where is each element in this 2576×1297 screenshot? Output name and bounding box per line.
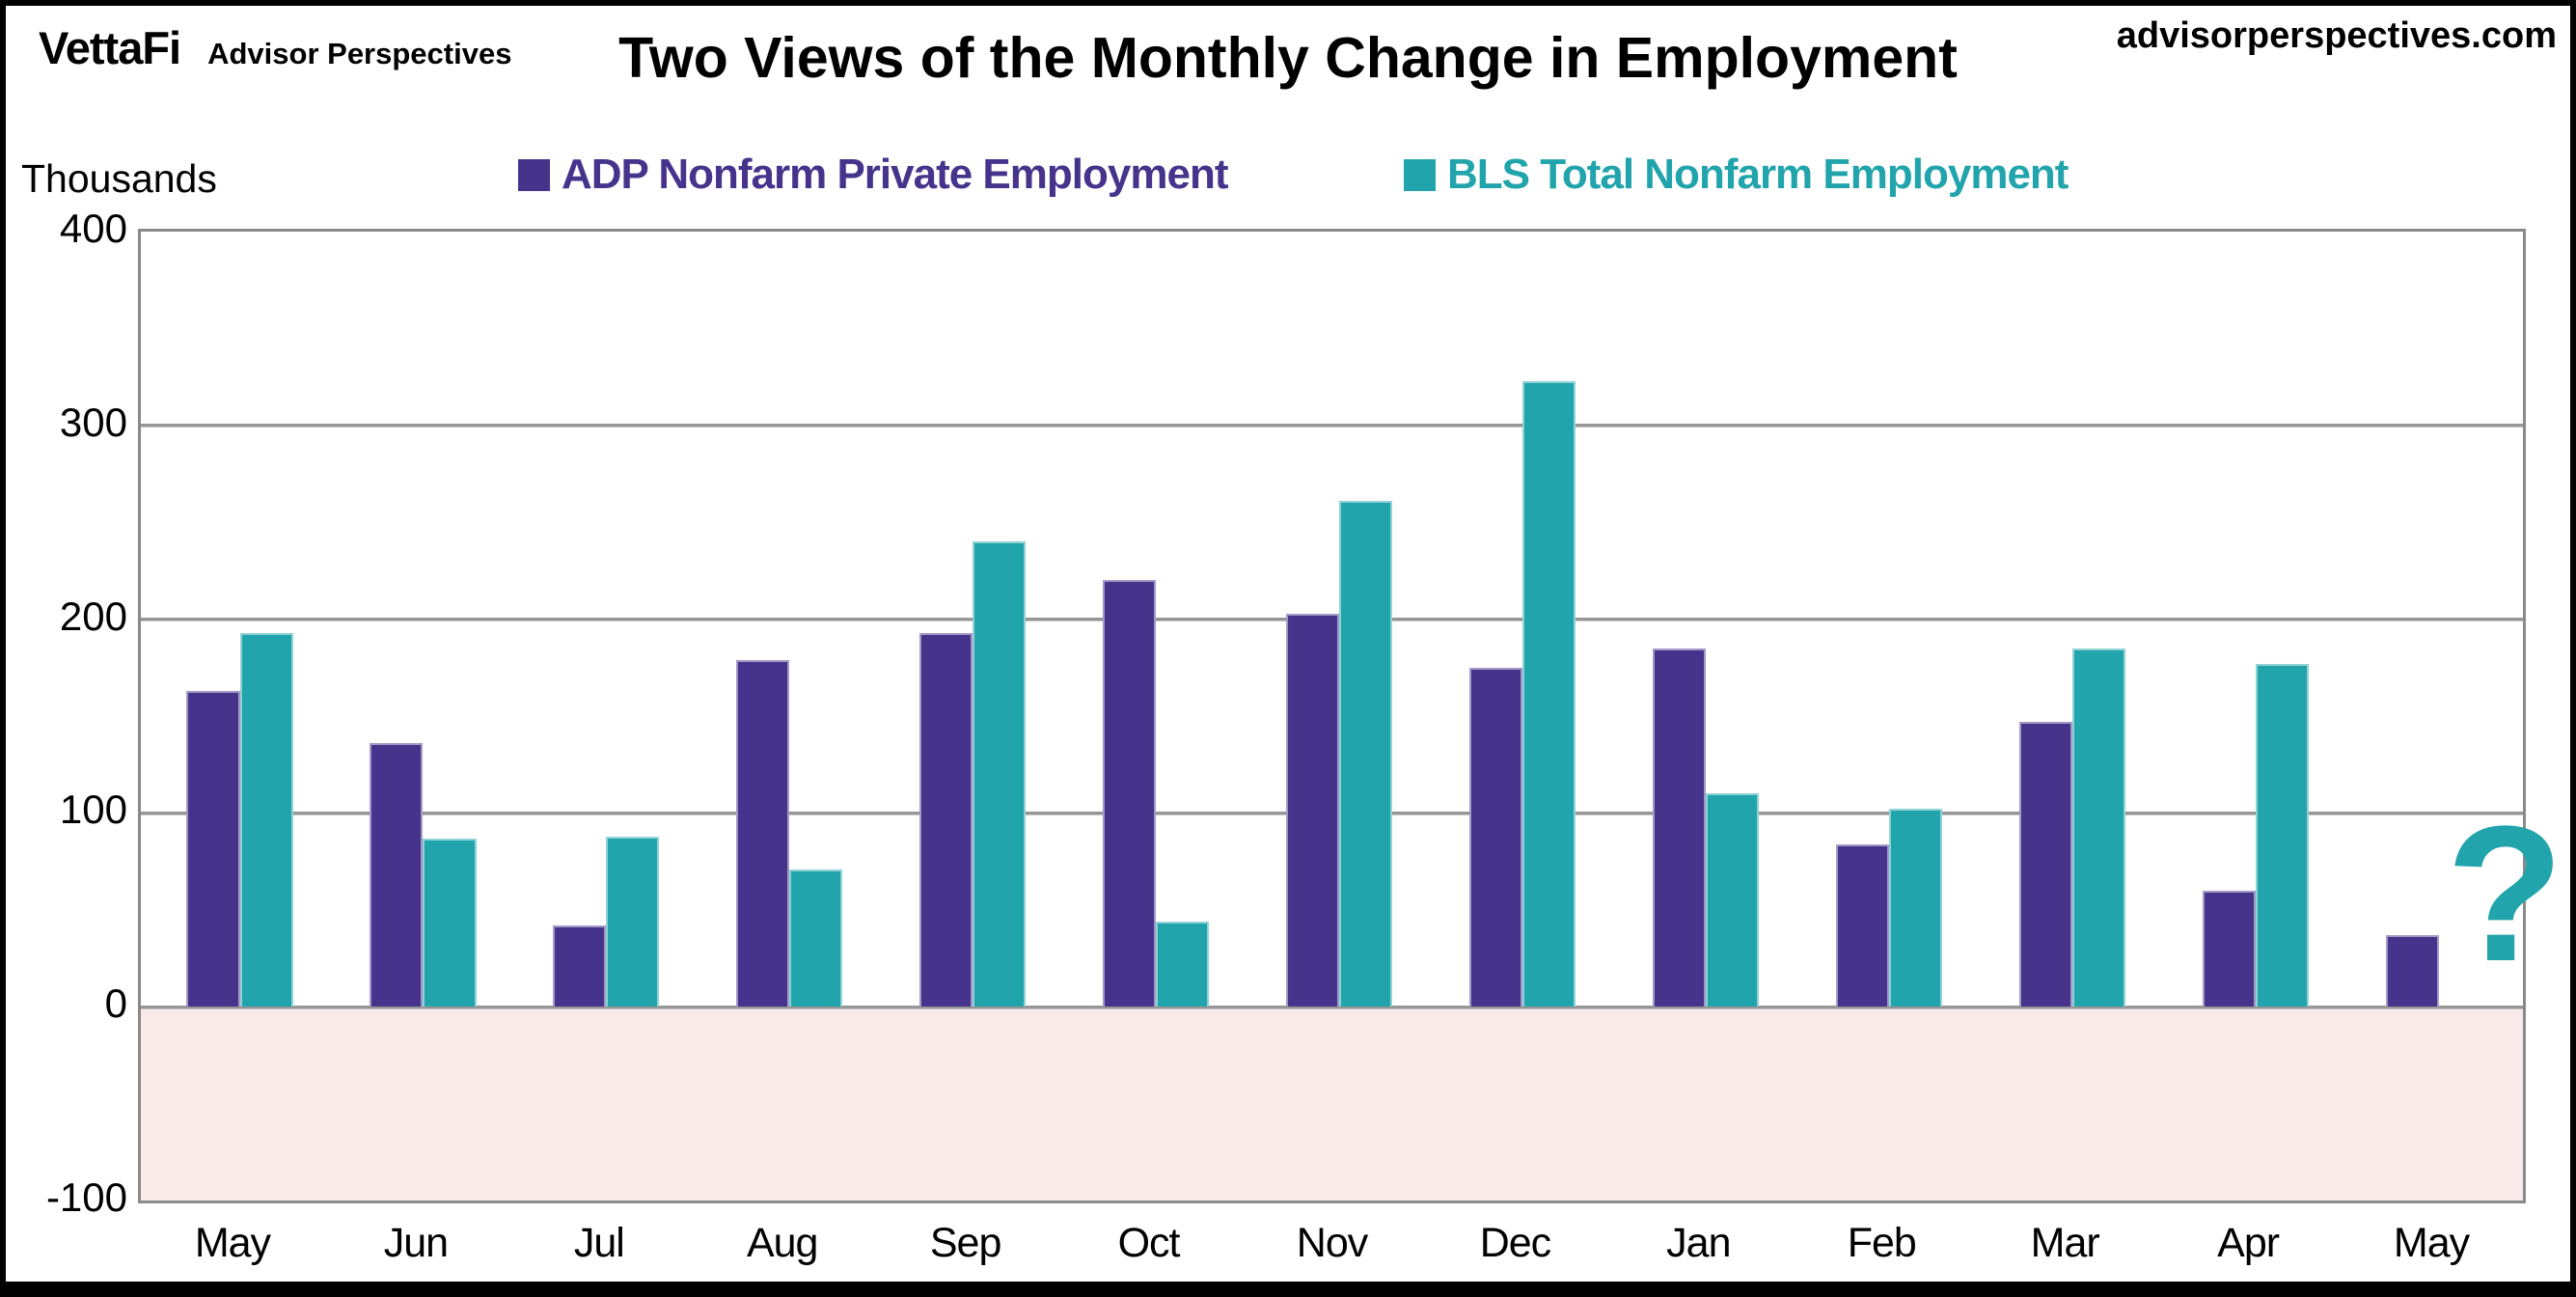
legend-item-bls: BLS Total Nonfarm Employment <box>1404 151 2069 199</box>
site-url-text: advisorperspectives.com <box>2116 15 2557 56</box>
y-axis-tick-label-200: 200 <box>59 593 127 639</box>
legend-label-adp: ADP Nonfarm Private Employment <box>562 151 1228 198</box>
x-axis-label-feb-9: Feb <box>1847 1220 1917 1266</box>
chart-title: Two Views of the Monthly Change in Emplo… <box>618 26 1958 90</box>
vettafi-logo-text: VettaFi <box>39 22 181 73</box>
x-axis-label-jun-1: Jun <box>383 1220 449 1266</box>
x-axis-label-sep-4: Sep <box>929 1220 1002 1266</box>
bar-bls-nov-6 <box>1339 501 1393 1007</box>
bar-adp-jul-2 <box>553 924 607 1007</box>
bar-adp-may-12 <box>2385 934 2439 1007</box>
gridline-300 <box>141 424 2523 428</box>
bar-bls-feb-9 <box>1888 809 1942 1007</box>
bar-bls-may-0 <box>239 632 293 1007</box>
bar-adp-apr-11 <box>2202 890 2256 1007</box>
x-axis-label-dec-7: Dec <box>1479 1220 1551 1266</box>
x-axis-label-mar-10: Mar <box>2030 1220 2100 1266</box>
y-axis-tick-label-100: 100 <box>59 786 127 833</box>
bar-bls-oct-5 <box>1156 921 1210 1007</box>
bar-adp-jun-1 <box>370 743 424 1007</box>
x-axis-label-jul-2: Jul <box>573 1220 625 1266</box>
bar-adp-oct-5 <box>1103 580 1157 1007</box>
vettafi-logo: VettaFi Advisor Perspectives <box>39 21 511 74</box>
x-axis-label-jan-8: Jan <box>1666 1220 1731 1266</box>
legend-label-bls: BLS Total Nonfarm Employment <box>1447 151 2069 198</box>
bar-adp-jan-8 <box>1652 648 1706 1007</box>
x-axis-label-oct-5: Oct <box>1117 1220 1181 1266</box>
legend-swatch-adp-icon <box>518 158 550 191</box>
y-axis-unit-label: Thousands <box>21 156 217 201</box>
y-axis-tick-label-400: 400 <box>59 206 127 251</box>
advisor-perspectives-logo-text: Advisor Perspectives <box>207 37 512 70</box>
bar-bls-aug-3 <box>789 869 843 1007</box>
bar-bls-sep-4 <box>973 541 1027 1007</box>
y-axis-tick-label--100: -100 <box>45 1174 127 1220</box>
missing-data-question-mark-bls-may-12: ? <box>2446 786 2564 1003</box>
y-axis-tick-label-300: 300 <box>59 399 127 445</box>
plot-area: ? <box>138 229 2563 1203</box>
bar-bls-jul-2 <box>606 836 660 1007</box>
x-axis-label-aug-3: Aug <box>746 1220 819 1266</box>
x-axis-label-nov-6: Nov <box>1296 1220 1368 1266</box>
bar-adp-aug-3 <box>736 659 790 1007</box>
bar-bls-jan-8 <box>1705 793 1759 1007</box>
x-axis-label-may-0: May <box>194 1220 271 1266</box>
legend-swatch-bls-icon <box>1404 158 1436 191</box>
bar-adp-mar-10 <box>2018 722 2072 1007</box>
y-axis-tick-label-0: 0 <box>104 980 127 1027</box>
bar-bls-jun-1 <box>423 838 477 1007</box>
bar-adp-dec-7 <box>1468 667 1522 1007</box>
bar-adp-sep-4 <box>919 632 973 1007</box>
negative-region <box>141 1007 2523 1200</box>
legend-item-adp: ADP Nonfarm Private Employment <box>518 151 1228 199</box>
bar-adp-may-0 <box>186 690 240 1007</box>
x-axis-label-apr-11: Apr <box>2217 1220 2280 1266</box>
bar-adp-feb-9 <box>1835 843 1889 1007</box>
x-axis-label-may-12: May <box>2393 1220 2470 1266</box>
bar-bls-mar-10 <box>2071 648 2125 1007</box>
bar-bls-dec-7 <box>1522 380 1576 1007</box>
bar-adp-nov-6 <box>1286 613 1340 1007</box>
bar-bls-apr-11 <box>2255 663 2309 1007</box>
